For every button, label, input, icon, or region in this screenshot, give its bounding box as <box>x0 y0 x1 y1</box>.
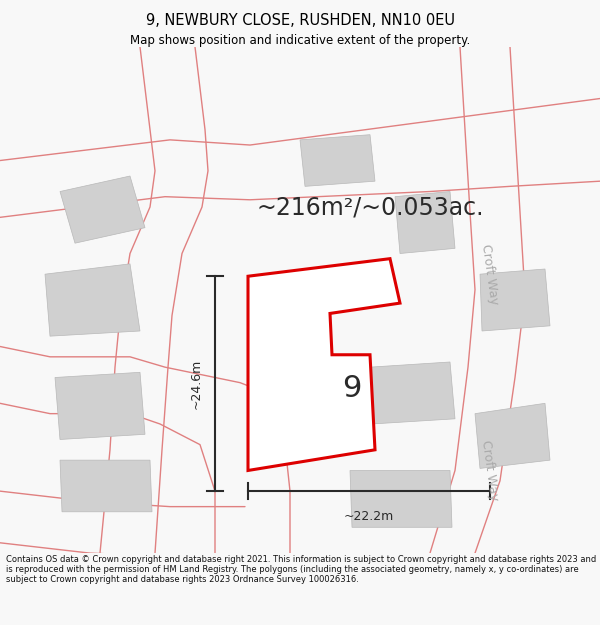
Polygon shape <box>395 191 455 254</box>
Polygon shape <box>60 176 145 243</box>
Text: ~22.2m: ~22.2m <box>344 510 394 522</box>
Polygon shape <box>55 372 145 439</box>
Text: ~216m²/~0.053ac.: ~216m²/~0.053ac. <box>256 195 484 219</box>
Polygon shape <box>248 259 400 471</box>
Polygon shape <box>475 403 550 468</box>
Polygon shape <box>300 135 375 186</box>
Text: ~24.6m: ~24.6m <box>190 359 203 409</box>
Polygon shape <box>45 264 140 336</box>
Polygon shape <box>60 460 152 512</box>
Text: 9: 9 <box>342 374 361 404</box>
Text: Map shows position and indicative extent of the property.: Map shows position and indicative extent… <box>130 34 470 47</box>
Polygon shape <box>350 471 452 528</box>
Polygon shape <box>370 362 455 424</box>
Text: Croft Way: Croft Way <box>479 439 500 502</box>
Text: Contains OS data © Crown copyright and database right 2021. This information is : Contains OS data © Crown copyright and d… <box>6 554 596 584</box>
Text: 9, NEWBURY CLOSE, RUSHDEN, NN10 0EU: 9, NEWBURY CLOSE, RUSHDEN, NN10 0EU <box>146 13 455 28</box>
Text: Croft Way: Croft Way <box>479 243 500 306</box>
Polygon shape <box>480 269 550 331</box>
